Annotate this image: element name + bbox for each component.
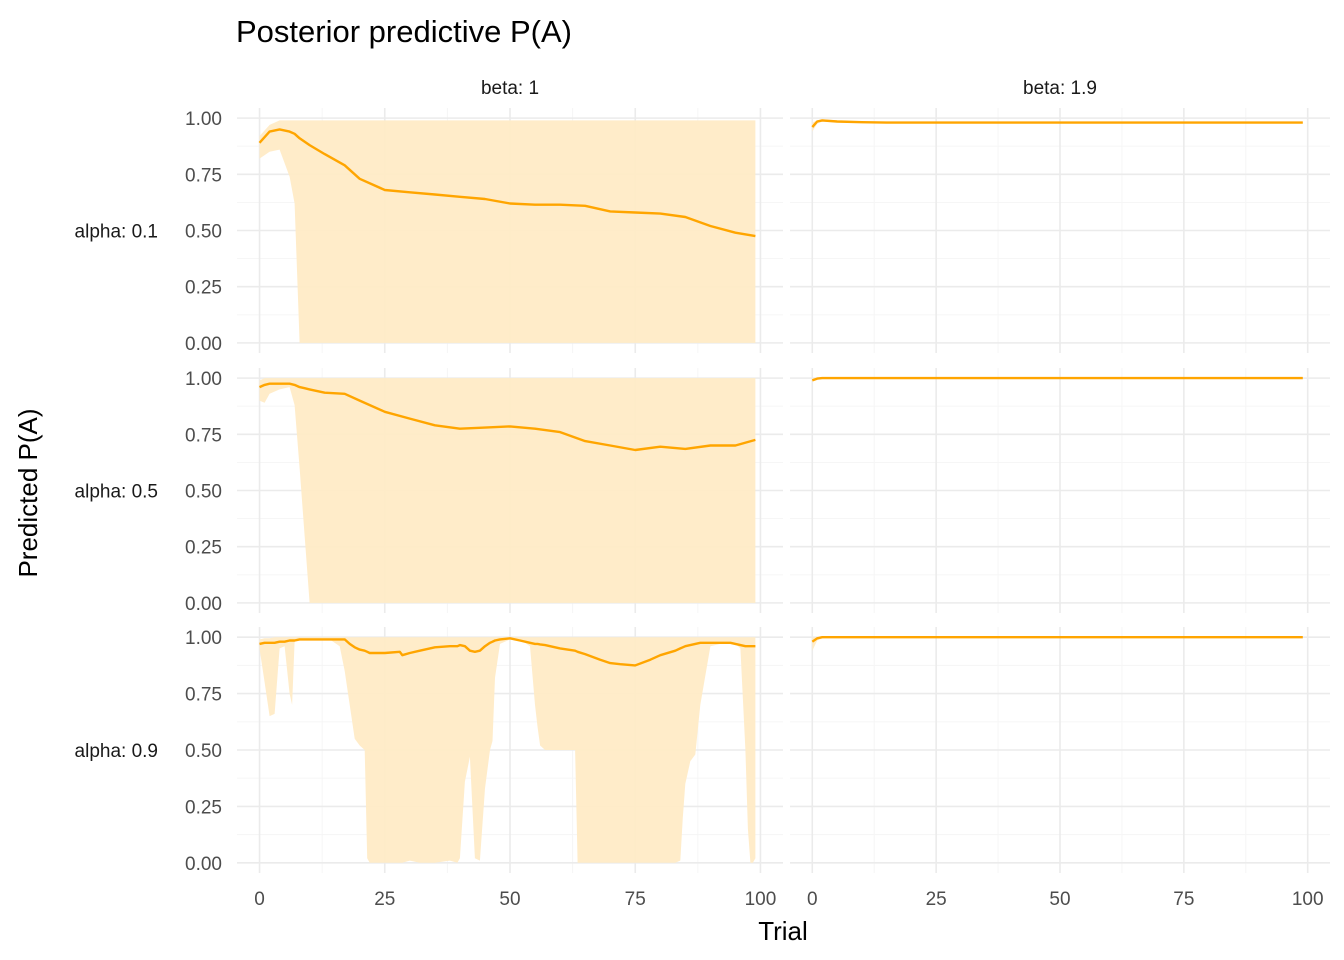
facet-row-strip-label: alpha: 0.1 [75,222,158,243]
x-tick-label: 25 [374,889,395,910]
credible-interval-ribbon [812,119,1303,132]
y-tick-label: 0.25 [185,538,222,559]
facet-row-strip-label: alpha: 0.9 [75,741,158,762]
panel-series-3 [811,376,1303,382]
y-tick-label: 0.75 [185,165,222,186]
mean-prediction-line [258,128,756,238]
y-tick-label: 1.00 [185,628,222,649]
x-tick-label: 0 [254,889,265,910]
panel-series-2 [259,378,756,603]
credible-interval-ribbon [259,637,756,863]
x-tick-label: 0 [807,889,818,910]
y-tick-label: 0.75 [185,425,222,446]
mean-prediction-line [811,376,1303,382]
facet-panel-r0-c1 [790,108,1330,353]
facet-panel-r1-c1 [790,368,1330,613]
facet-col-strip-label: beta: 1 [481,78,539,99]
x-tick-label: 100 [745,889,777,910]
y-tick-label: 0.75 [185,685,222,706]
plot-area: 0.00 0.25 0.50 0.75 1.00 0.00 0.25 0.50 0.75 1.00… [75,78,1330,910]
facet-col-strip-label: beta: 1.9 [1023,78,1097,99]
credible-interval-ribbon [259,378,756,603]
x-axis-title: Trial [758,916,808,946]
x-tick-label: 100 [1292,889,1324,910]
y-tick-label: 0.25 [185,278,222,299]
y-tick-label: 0.50 [185,482,222,503]
panel-series-5 [811,636,1303,651]
y-tick-label: 0.00 [185,594,222,615]
y-tick-label: 0.50 [185,222,222,243]
y-tick-label: 1.00 [185,369,222,390]
mean-prediction-line [811,119,1303,128]
y-tick-label: 0.50 [185,741,222,762]
credible-interval-ribbon [812,637,1303,651]
chart-title: Posterior predictive P(A) [236,14,572,49]
panel-series-4 [259,637,756,863]
mean-prediction-line [259,382,756,452]
x-tick-label: 50 [499,889,520,910]
y-tick-label: 0.25 [185,797,222,818]
facet-row-strip-label: alpha: 0.5 [75,482,158,503]
panel-series-1 [811,119,1303,132]
y-tick-label: 0.00 [185,334,222,355]
panel-series-0 [258,120,756,343]
y-tick-label: 1.00 [185,109,222,130]
x-tick-label: 75 [625,889,646,910]
y-axis-title: Predicted P(A) [13,408,43,577]
x-tick-label: 75 [1173,889,1194,910]
facet-panel-r2-c1 [790,627,1330,873]
mean-prediction-line [259,637,756,667]
y-tick-label: 0.00 [185,854,222,875]
x-tick-label: 50 [1049,889,1070,910]
mean-prediction-line [811,636,1303,643]
credible-interval-ribbon [259,120,756,343]
x-tick-label: 25 [926,889,947,910]
